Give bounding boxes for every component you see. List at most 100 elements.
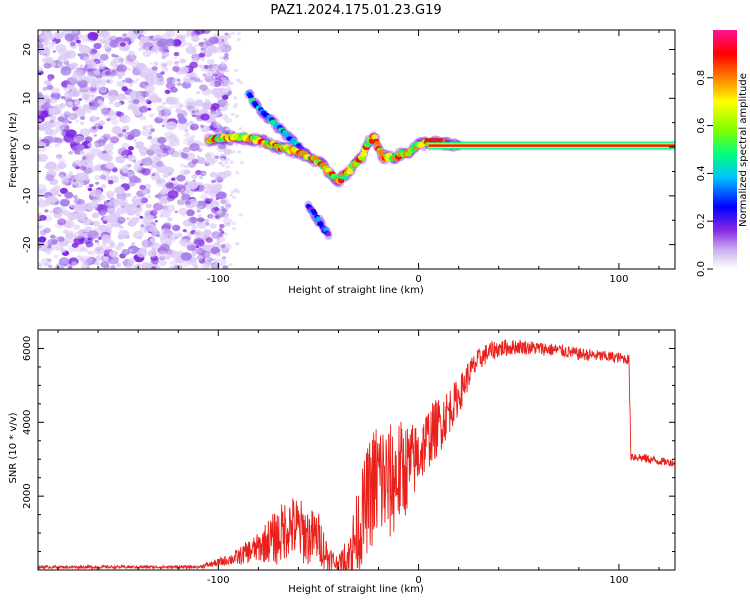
noise-blob xyxy=(147,107,152,111)
noise-blob xyxy=(127,67,132,71)
noise-blob xyxy=(121,249,130,256)
noise-blob xyxy=(183,169,191,175)
noise-blob xyxy=(180,153,189,159)
colorbar-label: Normalized spectral amplitude xyxy=(738,73,749,227)
noise-blob xyxy=(204,189,211,195)
noise-blob xyxy=(57,162,67,170)
noise-blob xyxy=(233,96,238,100)
noise-blob xyxy=(213,129,218,133)
noise-blob xyxy=(161,51,170,58)
noise-blob xyxy=(100,184,107,189)
noise-blob xyxy=(204,263,211,268)
noise-blob xyxy=(225,102,230,107)
noise-blob xyxy=(202,247,207,251)
x-tick-label: 100 xyxy=(609,575,628,586)
noise-blob xyxy=(57,156,61,159)
noise-blob xyxy=(200,113,210,121)
noise-blob xyxy=(87,187,93,192)
noise-blob xyxy=(225,42,230,46)
track-upper-branch xyxy=(244,88,313,163)
noise-blob xyxy=(119,42,126,47)
noise-blob xyxy=(49,115,57,121)
colorbar-tick-label: 0.8 xyxy=(696,70,707,86)
noise-blob xyxy=(158,99,162,103)
noise-blob xyxy=(63,120,69,125)
noise-blob xyxy=(201,171,207,176)
noise-blob xyxy=(190,260,198,267)
track-core xyxy=(311,210,318,216)
noise-blob xyxy=(45,161,57,171)
noise-blob xyxy=(220,206,225,209)
noise-blob xyxy=(206,256,213,262)
spectrogram-frame xyxy=(37,29,676,270)
noise-blob xyxy=(150,128,155,132)
track-core xyxy=(315,216,322,221)
noise-blob xyxy=(83,56,90,62)
noise-blob xyxy=(142,42,154,51)
noise-blob xyxy=(47,77,53,82)
noise-blob xyxy=(223,79,231,85)
noise-blob xyxy=(79,128,91,137)
spectrogram-heatmap xyxy=(38,30,675,269)
noise-blob xyxy=(212,262,221,269)
noise-blob xyxy=(180,69,184,72)
noise-blob xyxy=(224,161,229,165)
noise-blob xyxy=(182,229,187,233)
noise-blob xyxy=(89,116,98,123)
noise-blob xyxy=(105,51,111,55)
noise-blob xyxy=(226,165,230,169)
noise-blob xyxy=(194,247,201,252)
noise-blob xyxy=(164,89,171,95)
y-tick-label: 2000 xyxy=(22,483,33,508)
noise-blob xyxy=(135,144,142,149)
noise-blob xyxy=(72,179,77,182)
noise-blob xyxy=(178,207,188,215)
noise-blob xyxy=(107,180,114,185)
noise-blob xyxy=(128,83,134,87)
noise-blob xyxy=(85,241,94,248)
noise-blob xyxy=(68,112,78,120)
noise-blob xyxy=(70,139,75,143)
noise-blob xyxy=(139,215,144,219)
track-core xyxy=(318,221,324,226)
noise-blob xyxy=(127,104,135,111)
noise-blob xyxy=(121,86,128,92)
noise-blob xyxy=(155,266,161,269)
noise-blob xyxy=(116,262,122,267)
noise-blob xyxy=(193,77,200,83)
noise-blob xyxy=(140,197,149,204)
noise-blob xyxy=(73,195,78,199)
noise-blob xyxy=(131,210,136,214)
noise-blob xyxy=(109,265,117,269)
noise-blob xyxy=(100,107,110,115)
noise-blob xyxy=(133,164,142,171)
noise-blob xyxy=(176,78,181,82)
noise-blob xyxy=(211,103,220,110)
noise-blob xyxy=(52,50,56,53)
noise-blob xyxy=(119,115,131,124)
noise-blob xyxy=(62,229,69,234)
noise-blob xyxy=(178,122,188,131)
noise-blob xyxy=(195,110,199,113)
noise-blob xyxy=(177,82,183,87)
noise-blob xyxy=(236,79,241,83)
noise-blob xyxy=(189,61,198,69)
noise-blob xyxy=(85,86,90,90)
noise-blob xyxy=(103,199,108,203)
noise-blob xyxy=(203,190,207,193)
noise-blob xyxy=(97,204,108,213)
noise-blob xyxy=(194,44,199,47)
noise-blob xyxy=(127,258,136,264)
noise-blob xyxy=(137,235,142,240)
noise-blob xyxy=(158,115,164,120)
noise-blob xyxy=(73,224,81,230)
noise-blob xyxy=(161,170,167,174)
noise-blob xyxy=(168,179,172,182)
noise-blob xyxy=(89,88,97,94)
noise-blob xyxy=(192,224,196,227)
noise-blob xyxy=(38,140,44,148)
noise-blob xyxy=(41,102,51,110)
noise-blob xyxy=(128,102,139,111)
noise-blob xyxy=(216,108,221,112)
noise-blob xyxy=(92,221,96,225)
